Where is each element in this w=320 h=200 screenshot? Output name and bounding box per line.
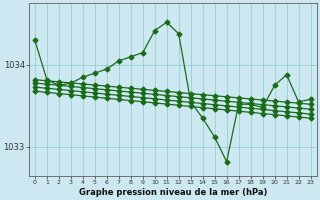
X-axis label: Graphe pression niveau de la mer (hPa): Graphe pression niveau de la mer (hPa) — [78, 188, 267, 197]
